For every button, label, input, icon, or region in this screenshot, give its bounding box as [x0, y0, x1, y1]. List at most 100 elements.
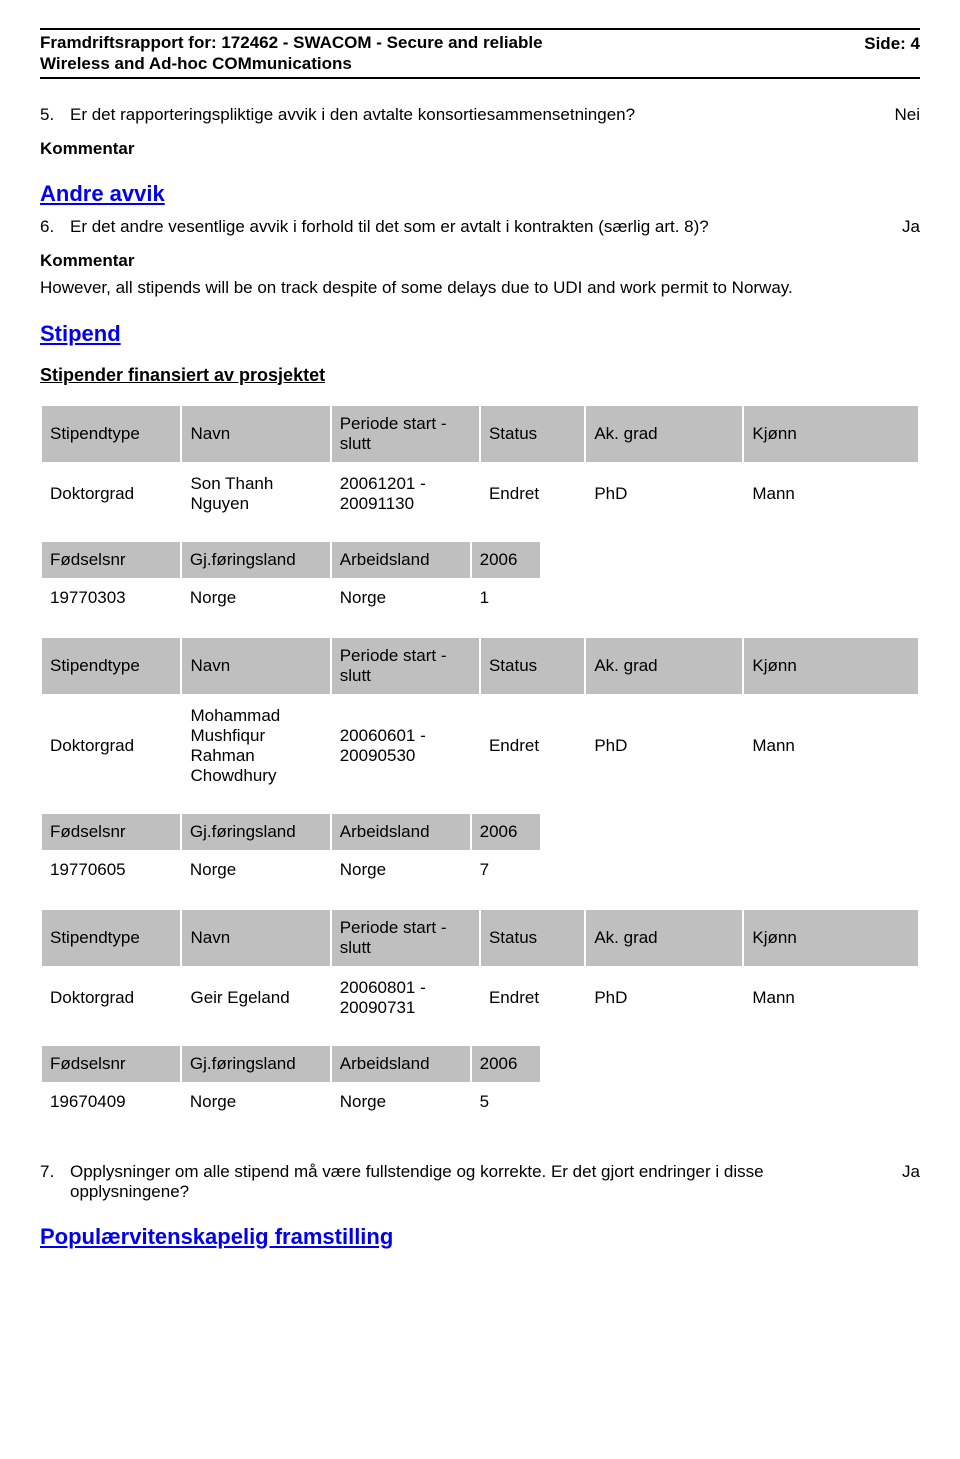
col-periode: Periode start - slutt [331, 637, 480, 695]
col-navn: Navn [181, 637, 330, 695]
cell-status: Endret [480, 695, 585, 797]
table-header-row: Stipendtype Navn Periode start - slutt S… [41, 909, 919, 967]
col-periode: Periode start - slutt [331, 405, 480, 463]
col-fodselsnr: Fødselsnr [41, 813, 181, 851]
col-year: 2006 [471, 541, 541, 579]
comment-label: Kommentar [40, 139, 920, 159]
section-andre-avvik[interactable]: Andre avvik [40, 181, 920, 207]
stipend-subheading: Stipender finansiert av prosjektet [40, 365, 920, 386]
cell-fnr: 19770303 [41, 579, 181, 617]
cell-aland: Norge [331, 851, 471, 889]
col-year: 2006 [471, 1045, 541, 1083]
col-kjonn: Kjønn [743, 637, 919, 695]
stipend-table-1: Stipendtype Navn Periode start - slutt S… [40, 404, 920, 526]
table-row: 19670409 Norge Norge 5 [41, 1083, 541, 1121]
section-stipend[interactable]: Stipend [40, 321, 920, 347]
cell-type: Doktorgrad [41, 967, 181, 1029]
cell-aland: Norge [331, 579, 471, 617]
cell-gland: Norge [181, 579, 331, 617]
question-answer: Ja [870, 217, 920, 237]
cell-yval: 1 [471, 579, 541, 617]
question-text: Opplysninger om alle stipend må være ful… [70, 1162, 870, 1202]
col-status: Status [480, 909, 585, 967]
title-line-2: Wireless and Ad-hoc COMmunications [40, 54, 352, 73]
col-akgrad: Ak. grad [585, 909, 743, 967]
cell-akgrad: PhD [585, 967, 743, 1029]
cell-type: Doktorgrad [41, 695, 181, 797]
cell-akgrad: PhD [585, 695, 743, 797]
col-arbeidsland: Arbeidsland [331, 541, 471, 579]
cell-navn: Mohammad Mushfiqur Rahman Chowdhury [181, 695, 330, 797]
page-header: Framdriftsrapport for: 172462 - SWACOM -… [40, 28, 920, 79]
stipend-subtable-2: Fødselsnr Gj.føringsland Arbeidsland 200… [40, 812, 542, 890]
col-stipendtype: Stipendtype [41, 405, 181, 463]
title-line-1: Framdriftsrapport for: 172462 - SWACOM -… [40, 33, 543, 52]
question-text: Er det rapporteringspliktige avvik i den… [70, 105, 870, 125]
question-number: 6. [40, 217, 70, 237]
comment-label: Kommentar [40, 251, 920, 271]
col-status: Status [480, 405, 585, 463]
stipend-table-3: Stipendtype Navn Periode start - slutt S… [40, 908, 920, 1030]
stipend-subtable-1: Fødselsnr Gj.føringsland Arbeidsland 200… [40, 540, 542, 618]
table-row: 19770303 Norge Norge 1 [41, 579, 541, 617]
cell-gland: Norge [181, 1083, 331, 1121]
col-arbeidsland: Arbeidsland [331, 813, 471, 851]
cell-periode: 20060801 - 20090731 [331, 967, 480, 1029]
col-status: Status [480, 637, 585, 695]
question-5: 5. Er det rapporteringspliktige avvik i … [40, 105, 920, 125]
col-navn: Navn [181, 405, 330, 463]
cell-gland: Norge [181, 851, 331, 889]
cell-yval: 7 [471, 851, 541, 889]
cell-navn: Son Thanh Nguyen [181, 463, 330, 525]
cell-status: Endret [480, 463, 585, 525]
col-periode: Periode start - slutt [331, 909, 480, 967]
table-row: Doktorgrad Mohammad Mushfiqur Rahman Cho… [41, 695, 919, 797]
table-row: 19770605 Norge Norge 7 [41, 851, 541, 889]
report-title: Framdriftsrapport for: 172462 - SWACOM -… [40, 32, 543, 75]
col-stipendtype: Stipendtype [41, 909, 181, 967]
question-text: Er det andre vesentlige avvik i forhold … [70, 217, 870, 237]
table-header-row: Fødselsnr Gj.føringsland Arbeidsland 200… [41, 541, 541, 579]
cell-periode: 20060601 - 20090530 [331, 695, 480, 797]
col-fodselsnr: Fødselsnr [41, 541, 181, 579]
question-number: 7. [40, 1162, 70, 1202]
question-6: 6. Er det andre vesentlige avvik i forho… [40, 217, 920, 237]
cell-type: Doktorgrad [41, 463, 181, 525]
table-header-row: Stipendtype Navn Periode start - slutt S… [41, 637, 919, 695]
page-number: Side: 4 [864, 32, 920, 54]
cell-navn: Geir Egeland [181, 967, 330, 1029]
col-akgrad: Ak. grad [585, 637, 743, 695]
question-answer: Nei [870, 105, 920, 125]
cell-aland: Norge [331, 1083, 471, 1121]
col-kjonn: Kjønn [743, 909, 919, 967]
cell-kjonn: Mann [743, 967, 919, 1029]
question-number: 5. [40, 105, 70, 125]
stipend-table-2: Stipendtype Navn Periode start - slutt S… [40, 636, 920, 798]
cell-periode: 20061201 - 20091130 [331, 463, 480, 525]
cell-kjonn: Mann [743, 695, 919, 797]
cell-akgrad: PhD [585, 463, 743, 525]
table-header-row: Fødselsnr Gj.føringsland Arbeidsland 200… [41, 1045, 541, 1083]
col-gjforing: Gj.føringsland [181, 541, 331, 579]
question-answer: Ja [870, 1162, 920, 1202]
cell-yval: 5 [471, 1083, 541, 1121]
question-7: 7. Opplysninger om alle stipend må være … [40, 1162, 920, 1202]
table-header-row: Stipendtype Navn Periode start - slutt S… [41, 405, 919, 463]
col-akgrad: Ak. grad [585, 405, 743, 463]
col-gjforing: Gj.føringsland [181, 813, 331, 851]
col-year: 2006 [471, 813, 541, 851]
col-kjonn: Kjønn [743, 405, 919, 463]
cell-fnr: 19770605 [41, 851, 181, 889]
table-row: Doktorgrad Son Thanh Nguyen 20061201 - 2… [41, 463, 919, 525]
col-gjforing: Gj.føringsland [181, 1045, 331, 1083]
col-fodselsnr: Fødselsnr [41, 1045, 181, 1083]
col-navn: Navn [181, 909, 330, 967]
cell-fnr: 19670409 [41, 1083, 181, 1121]
stipend-subtable-3: Fødselsnr Gj.føringsland Arbeidsland 200… [40, 1044, 542, 1122]
table-row: Doktorgrad Geir Egeland 20060801 - 20090… [41, 967, 919, 1029]
comment-body: However, all stipends will be on track d… [40, 277, 920, 299]
table-header-row: Fødselsnr Gj.føringsland Arbeidsland 200… [41, 813, 541, 851]
cell-status: Endret [480, 967, 585, 1029]
section-populaervitenskapelig[interactable]: Populærvitenskapelig framstilling [40, 1224, 920, 1250]
col-stipendtype: Stipendtype [41, 637, 181, 695]
